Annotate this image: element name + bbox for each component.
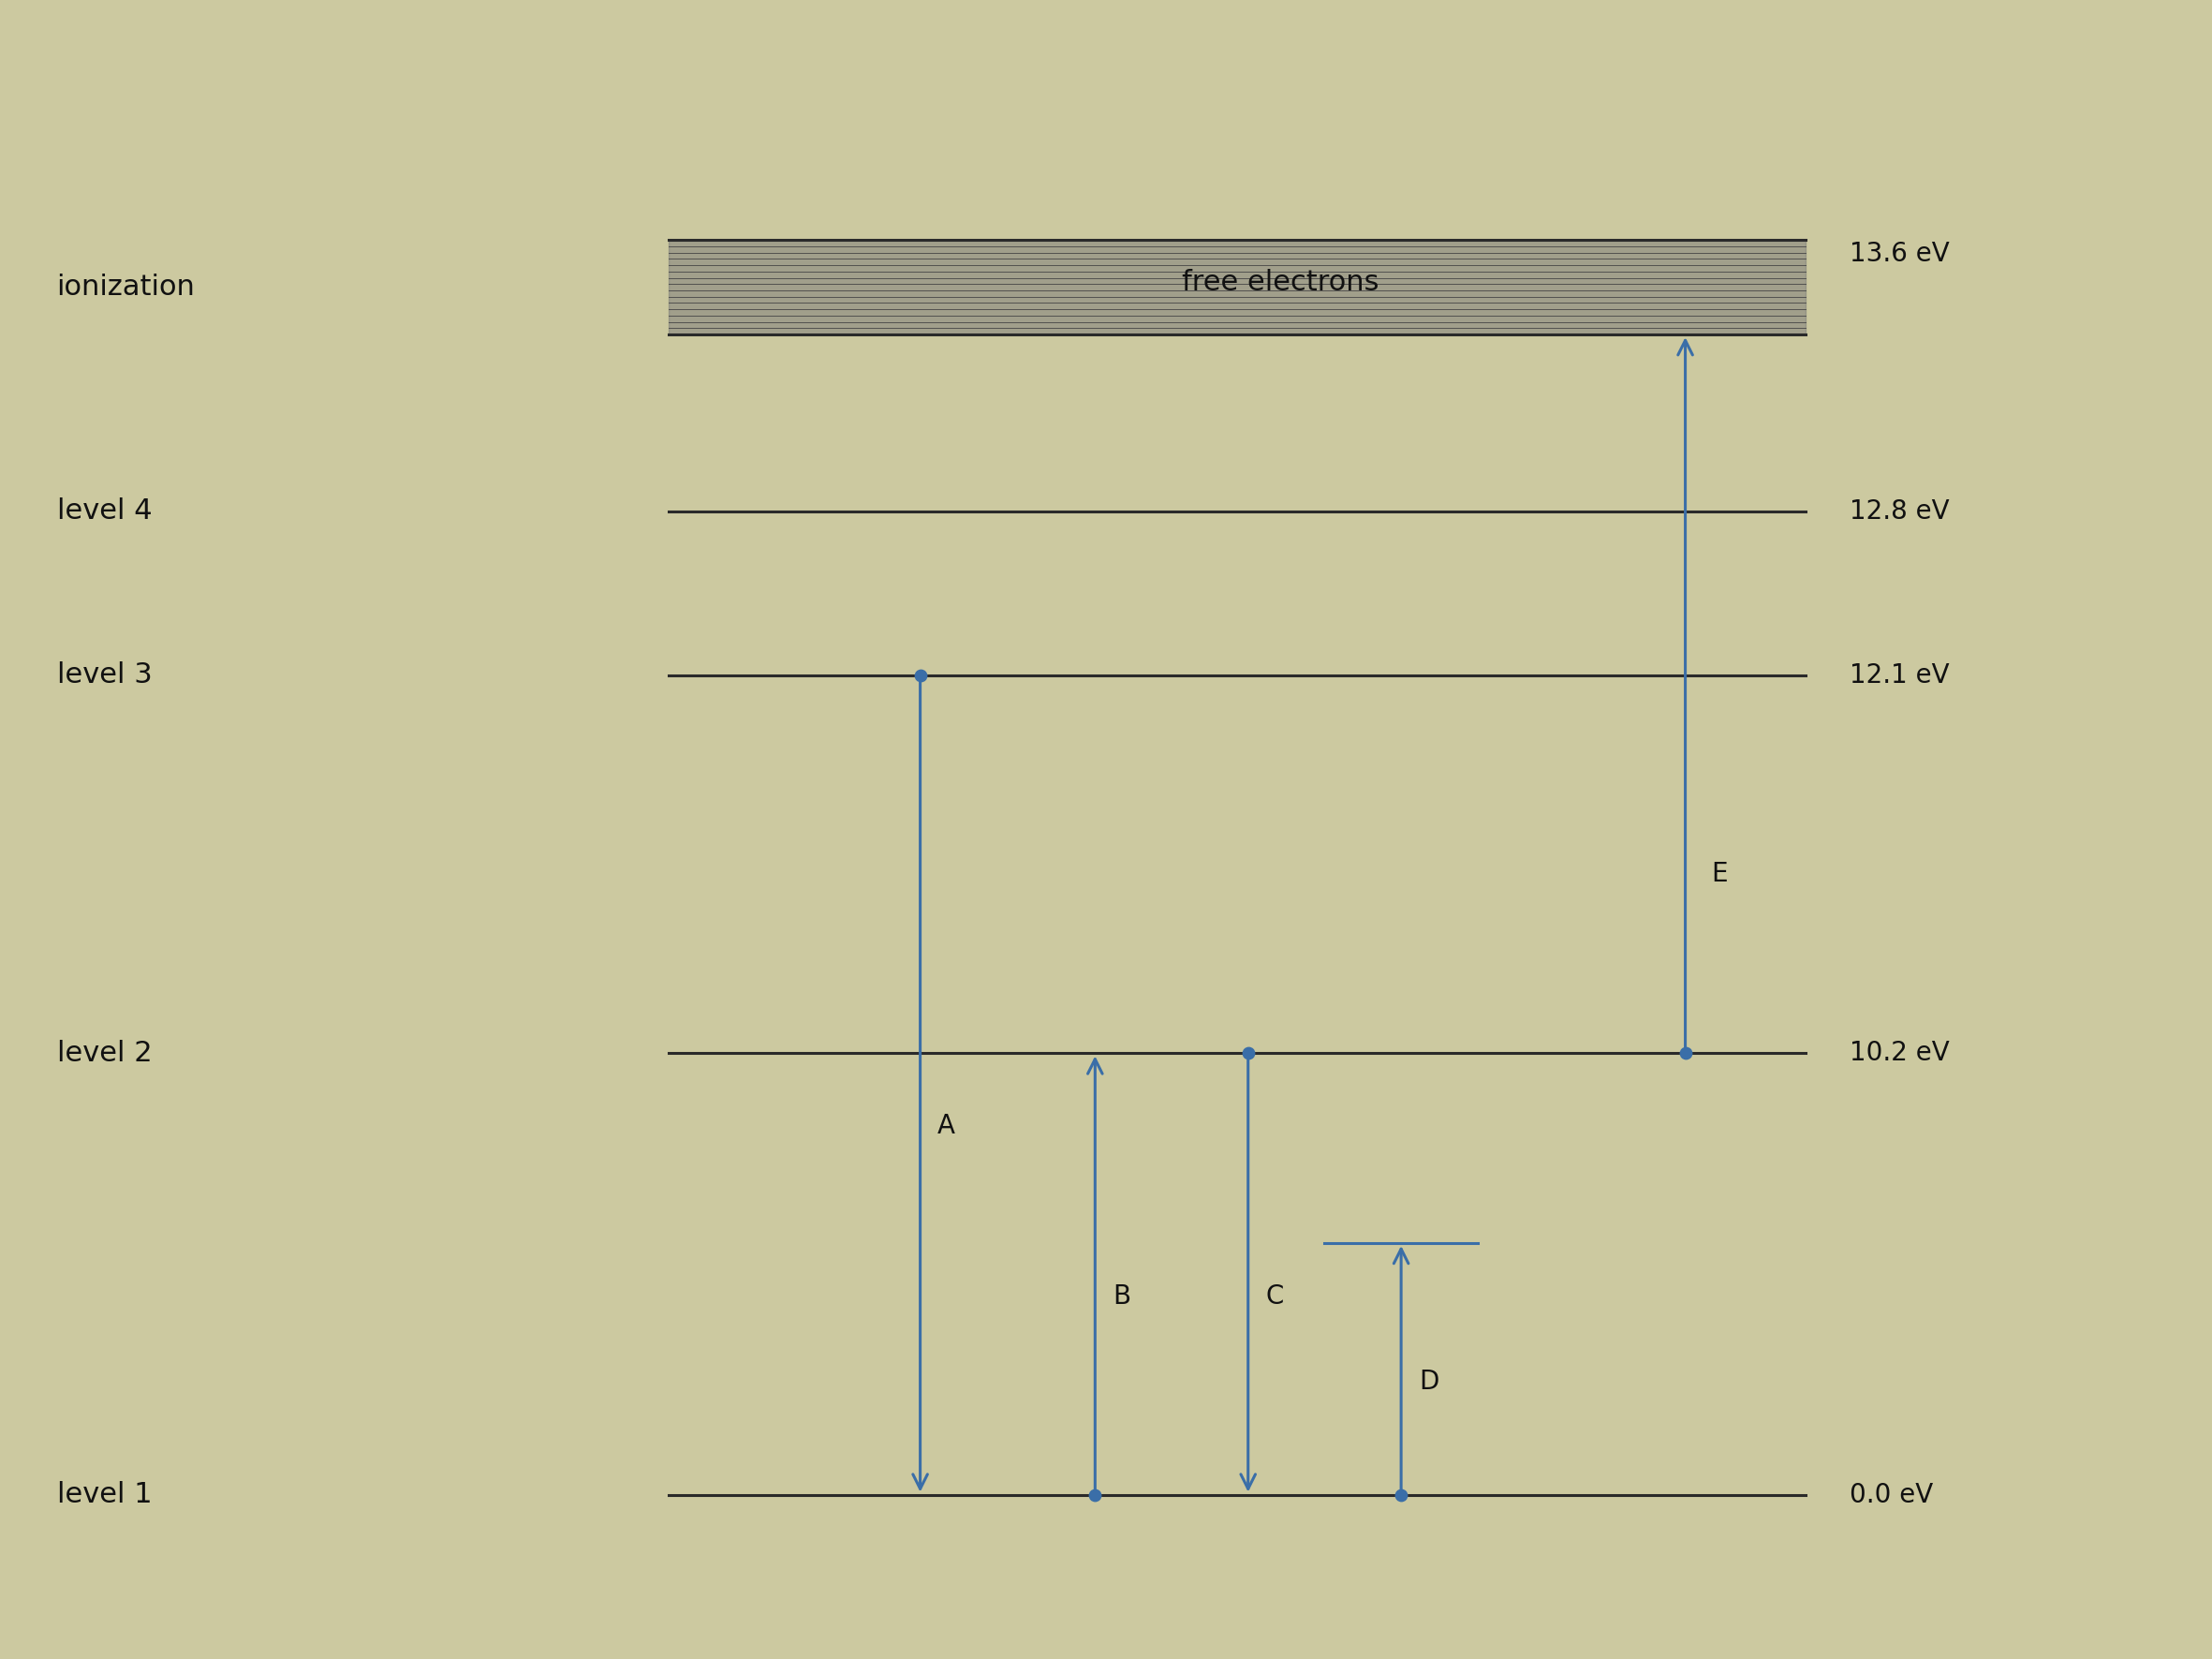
- Bar: [668, 241, 1805, 335]
- Point: [1230, 1040, 1265, 1067]
- Text: 12.8 eV: 12.8 eV: [1849, 498, 1949, 524]
- Text: 10.2 eV: 10.2 eV: [1849, 1040, 1949, 1067]
- Text: free electrons: free electrons: [1181, 269, 1380, 295]
- Text: level 1: level 1: [58, 1481, 153, 1508]
- Point: [1382, 1481, 1418, 1508]
- Point: [1077, 1481, 1113, 1508]
- Text: 0.0 eV: 0.0 eV: [1849, 1481, 1933, 1508]
- Text: level 2: level 2: [58, 1040, 153, 1067]
- Text: B: B: [1113, 1282, 1130, 1309]
- Text: level 4: level 4: [58, 498, 153, 524]
- Text: 13.6 eV: 13.6 eV: [1849, 241, 1949, 267]
- Text: ionization: ionization: [58, 274, 195, 300]
- Text: E: E: [1712, 861, 1728, 888]
- Text: D: D: [1418, 1369, 1438, 1395]
- Text: 12.1 eV: 12.1 eV: [1849, 662, 1949, 688]
- Text: A: A: [938, 1113, 956, 1140]
- Point: [1668, 1040, 1703, 1067]
- Text: level 3: level 3: [58, 662, 153, 688]
- Point: [902, 662, 938, 688]
- Text: C: C: [1265, 1282, 1283, 1309]
